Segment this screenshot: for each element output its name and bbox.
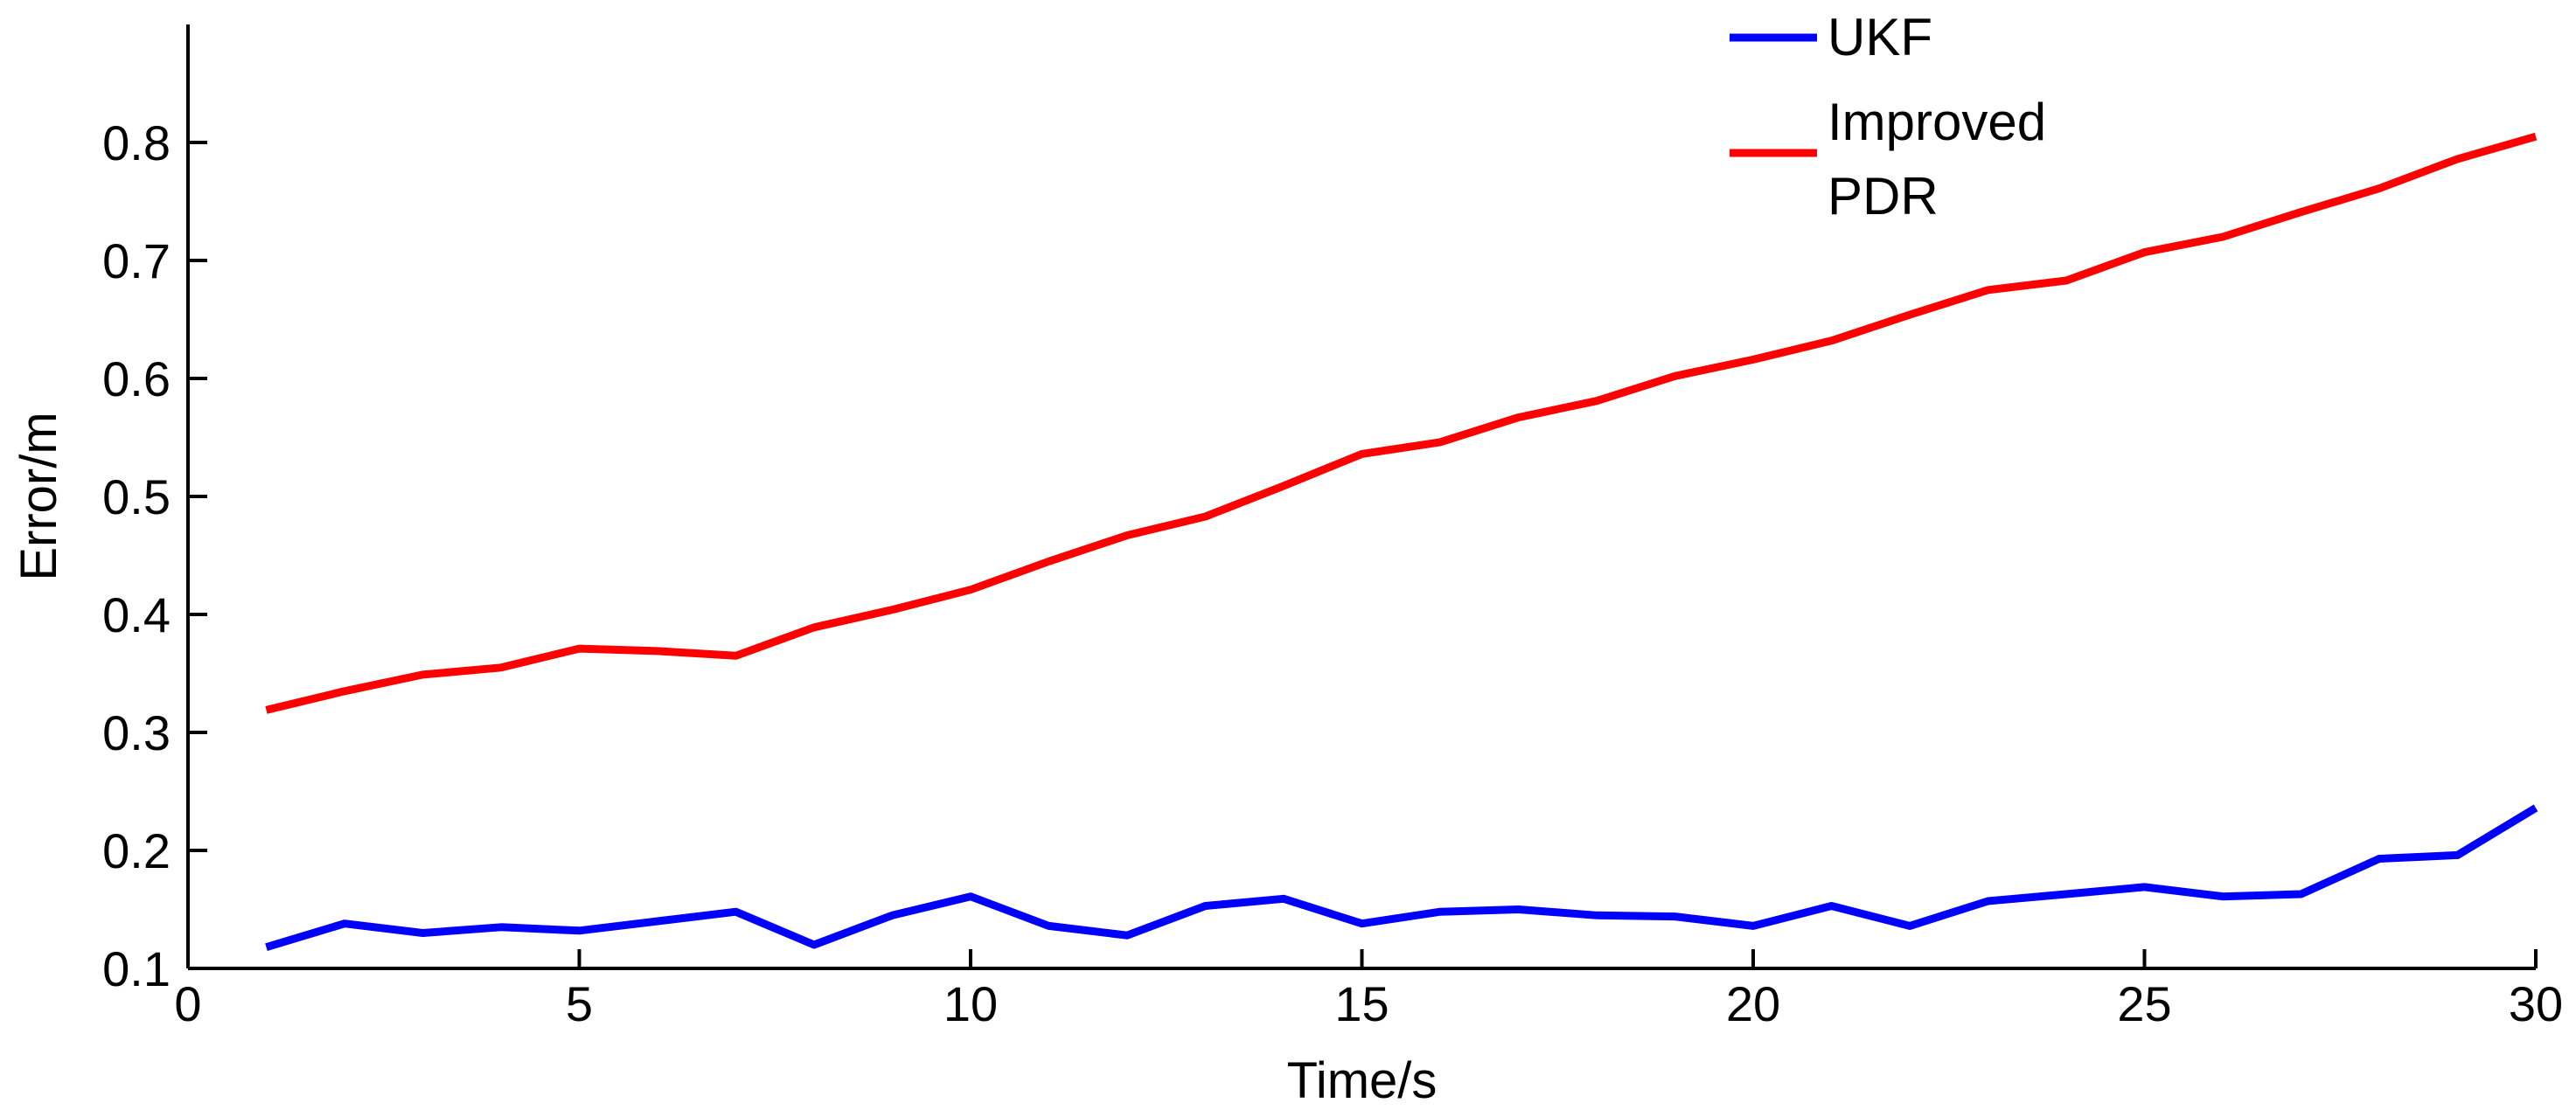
y-tick-label: 0.3 xyxy=(102,705,171,760)
axis-ticks: 0 5 10 15 20 25 30 0.1 0.2 0.3 0.4 0.5 0.6 0.7 0.8 xyxy=(102,115,2563,1031)
series-line-improved-pdr xyxy=(265,132,2538,714)
legend: UKF Improved PDR xyxy=(1730,8,2046,225)
y-tick-label: 0.1 xyxy=(102,941,171,996)
y-tick-label: 0.5 xyxy=(102,469,171,524)
y-tick-label: 0.6 xyxy=(102,351,171,406)
axes xyxy=(186,24,2536,970)
y-tick-label: 0.2 xyxy=(102,823,171,878)
y-tick-label: 0.7 xyxy=(102,233,171,288)
y-tick-label: 0.8 xyxy=(102,115,171,170)
x-tick-label: 10 xyxy=(943,976,998,1031)
legend-label: PDR xyxy=(1828,167,1939,225)
y-axis-title: Error/m xyxy=(10,412,67,580)
x-tick-label: 5 xyxy=(566,976,593,1031)
legend-label: Improved xyxy=(1828,93,2046,151)
x-tick-label: 30 xyxy=(2509,976,2563,1031)
x-tick-label: 20 xyxy=(1726,976,1780,1031)
series-lines xyxy=(265,132,2538,952)
legend-label: UKF xyxy=(1828,8,1932,66)
x-tick-label: 0 xyxy=(174,976,201,1031)
series-line-ukf xyxy=(265,804,2538,952)
x-tick-label: 25 xyxy=(2117,976,2171,1031)
x-tick-label: 15 xyxy=(1334,976,1389,1031)
y-tick-label: 0.4 xyxy=(102,587,171,642)
x-axis-title: Time/s xyxy=(1287,1052,1438,1109)
